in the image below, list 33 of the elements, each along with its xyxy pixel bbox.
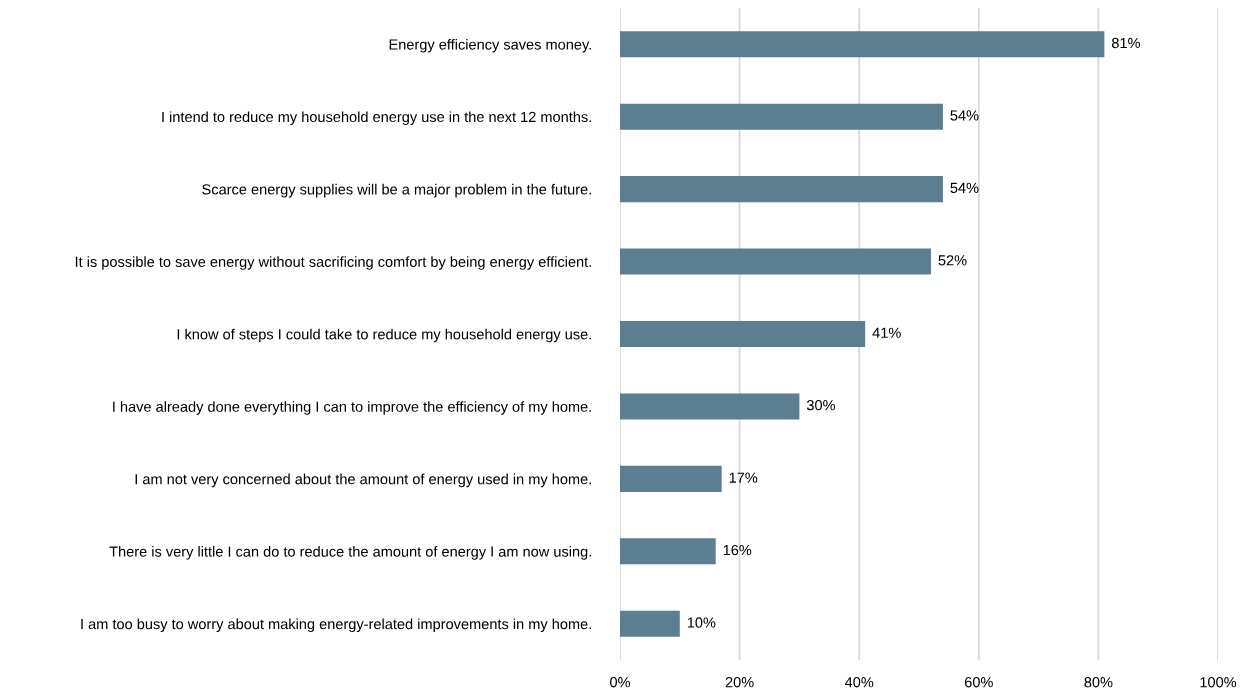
bar	[620, 320, 866, 348]
y-tick-label: I am not very concerned about the amount of energy used in my home.	[135, 473, 591, 488]
data-label: 41%	[872, 327, 901, 338]
y-tick-label: Scarce energy supplies will be a major problem in the future.	[202, 183, 591, 198]
bar	[620, 103, 943, 130]
y-tick-label: Energy efficiency saves money.	[389, 38, 591, 53]
bar	[620, 31, 1105, 58]
data-label: 52%	[938, 255, 967, 266]
data-label: 17%	[729, 472, 758, 483]
y-tick-label: There is very little I can do to reduce the amount of energy I am now using.	[109, 546, 591, 560]
y-tick-label: I intend to reduce my household energy use in the next 12 months.	[162, 111, 591, 125]
bar	[620, 610, 680, 637]
data-label: 81%	[1111, 37, 1140, 49]
bar	[620, 465, 722, 492]
data-label: 54%	[950, 182, 979, 194]
y-tick-label: I have already done everything I can to improve the efficiency of my home.	[113, 401, 591, 415]
bar	[620, 538, 716, 565]
x-tick-label: 20%	[725, 677, 754, 688]
y-tick-label: I am too busy to worry about making energy-related improvements in my home.	[81, 618, 591, 633]
bar	[620, 176, 943, 203]
bar	[620, 248, 931, 275]
data-label: 10%	[687, 617, 716, 628]
x-tick-label: 80%	[1084, 677, 1113, 688]
x-tick-label: 40%	[844, 677, 874, 688]
bar	[620, 393, 800, 420]
data-label: 54%	[950, 110, 979, 121]
data-label: 30%	[806, 400, 836, 411]
data-label: 16%	[723, 544, 752, 556]
x-tick-label: 100%	[1200, 677, 1237, 688]
y-tick-label: It is possible to save energy without sacrificing comfort by being energy efficient.	[75, 256, 591, 270]
x-tick-label: 0%	[610, 677, 631, 688]
x-tick-label: 60%	[964, 677, 993, 688]
y-tick-label: I know of steps I could take to reduce my household energy use.	[177, 328, 591, 343]
